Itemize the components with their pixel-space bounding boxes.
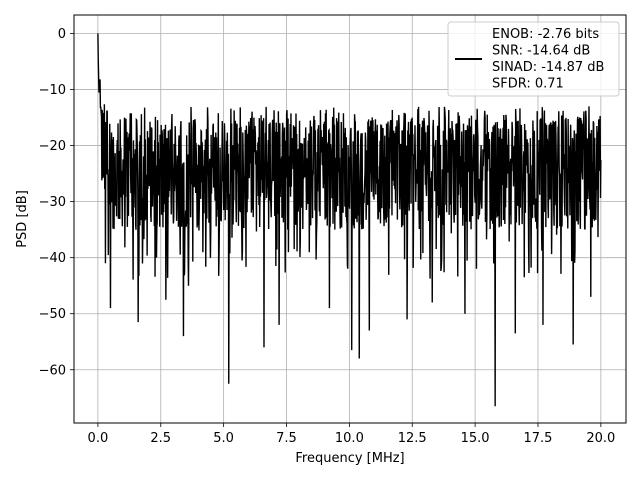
y-tick-label: −20 xyxy=(39,139,66,154)
x-tick-label: 20.0 xyxy=(586,431,615,446)
legend-entry-enob: ENOB: -2.76 bits xyxy=(492,27,599,42)
y-tick-label: −10 xyxy=(39,83,66,98)
x-axis-label: Frequency [MHz] xyxy=(295,451,404,466)
y-tick-label: −50 xyxy=(39,307,66,322)
y-tick-label: 0 xyxy=(58,27,66,42)
psd-series xyxy=(97,33,602,407)
y-tick-label: −60 xyxy=(39,363,66,378)
legend-entry-snr: SNR: -14.64 dB xyxy=(492,44,590,59)
x-tick-label: 0.0 xyxy=(88,431,109,446)
legend-box xyxy=(447,21,620,97)
plot-frame xyxy=(73,14,627,424)
axis-ticks: 0.0 2.5 5.0 7.5 10.0 12.5 15.0 17.5 20.0 0 −10 −20 −… xyxy=(39,27,616,446)
y-tick-label: −40 xyxy=(39,251,66,266)
x-tick-label: 2.5 xyxy=(150,431,171,446)
x-tick-label: 7.5 xyxy=(276,431,297,446)
psd-line xyxy=(97,33,602,407)
legend-entry-sinad: SINAD: -14.87 dB xyxy=(492,60,604,75)
x-tick-label: 17.5 xyxy=(524,431,553,446)
x-tick-label: 15.0 xyxy=(461,431,490,446)
legend: ENOB: -2.76 bits SNR: -14.64 dB SINAD: -… xyxy=(447,21,620,97)
x-tick-label: 5.0 xyxy=(213,431,234,446)
x-tick-label: 10.0 xyxy=(335,431,364,446)
legend-entry-sfdr: SFDR: 0.71 xyxy=(492,77,564,92)
y-axis-label: PSD [dB] xyxy=(15,190,30,248)
x-tick-label: 12.5 xyxy=(398,431,427,446)
y-tick-label: −30 xyxy=(39,195,66,210)
